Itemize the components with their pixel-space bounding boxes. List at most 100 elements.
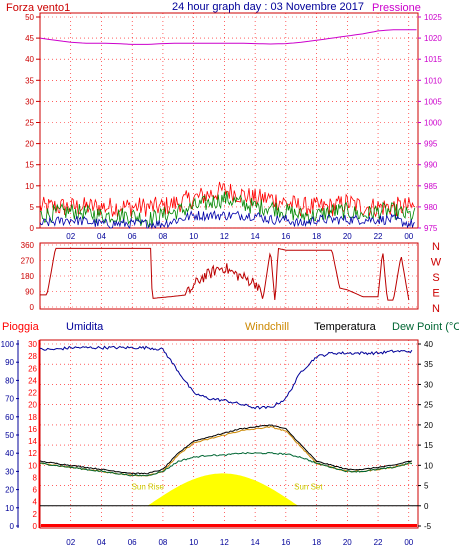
- panel2-left-ticks: 0 90 180 270 360: [21, 241, 35, 312]
- temperature-line: [39, 424, 413, 475]
- right-tick-label: 1010: [424, 76, 442, 85]
- rain-tick-label: 12: [28, 449, 37, 458]
- dir-tick-label: 0: [30, 303, 35, 312]
- panel1-border: [39, 12, 419, 229]
- temp-tick-label: 35: [424, 360, 433, 369]
- panel1-left-ticks: 0 5 10 15 20 25 30 35 40 45 50: [25, 13, 40, 233]
- left-tick-label: 50: [25, 13, 34, 22]
- humidity-tick-label: 10: [5, 504, 14, 513]
- panel1-x-ticks: 02 04 06 08 10 12 14 16 18 20 22 00: [66, 232, 413, 241]
- panel2-grid: [40, 243, 418, 309]
- wind-speed-line: [39, 191, 416, 228]
- chart-title: 24 hour graph day : 03 Novembre 2017: [172, 1, 364, 13]
- dewpoint-label: Dew Point (°C: [392, 321, 459, 333]
- x-tick-label: 22: [374, 538, 383, 547]
- panel1-right-ticks: 975 980 985 990 995 1000 1005 1010 1015 1020 1025: [418, 13, 442, 233]
- pioggia-label: Pioggia: [2, 321, 40, 333]
- rain-tick-label: 8: [33, 473, 38, 482]
- sun-area: [147, 473, 299, 506]
- rain-tick-label: 2: [33, 510, 38, 519]
- left-tick-label: 25: [25, 119, 34, 128]
- dir-tick-label: 90: [25, 288, 34, 297]
- direction-line: [40, 247, 410, 301]
- rain-tick-label: 14: [28, 437, 37, 446]
- x-tick-label: 18: [312, 232, 321, 241]
- x-tick-label: 16: [281, 232, 290, 241]
- x-tick-label: 00: [404, 538, 413, 547]
- left-tick-label: 0: [30, 224, 35, 233]
- humidity-tick-label: 80: [5, 376, 14, 385]
- temp-tick-label: 0: [424, 502, 429, 511]
- temp-tick-label: 30: [424, 380, 433, 389]
- rain-tick-label: 20: [28, 401, 37, 410]
- temp-tick-label: 15: [424, 441, 433, 450]
- x-tick-label: 00: [404, 232, 413, 241]
- right-tick-label: 990: [424, 161, 438, 170]
- temp-tick-label: -5: [424, 522, 432, 531]
- compass-label: N: [432, 241, 440, 253]
- umidita-label: Umidita: [66, 321, 104, 333]
- x-tick-label: 22: [374, 232, 383, 241]
- rain-tick-label: 28: [28, 352, 37, 361]
- rain-tick-label: 24: [28, 376, 37, 385]
- humidity-tick-label: 100: [1, 340, 15, 349]
- x-tick-label: 20: [343, 538, 352, 547]
- humidity-ticks: 0 10 20 30 40 50 60 70 80 90 100: [1, 340, 19, 531]
- x-tick-label: 04: [97, 538, 106, 547]
- wind-avg-line: [39, 210, 416, 230]
- left-tick-label: 5: [30, 203, 35, 212]
- sunrise-label: Sun Rise: [132, 483, 165, 492]
- x-tick-label: 06: [128, 538, 137, 547]
- humidity-tick-label: 0: [10, 522, 15, 531]
- wind-series: [39, 181, 416, 230]
- rain-tick-label: 0: [33, 522, 38, 531]
- right-tick-label: 1015: [424, 55, 442, 64]
- right-tick-label: 1000: [424, 119, 442, 128]
- x-tick-label: 14: [251, 538, 260, 547]
- humidity-line: [39, 345, 413, 410]
- x-tick-label: 10: [189, 538, 198, 547]
- rain-tick-label: 18: [28, 413, 37, 422]
- temp-tick-label: 20: [424, 421, 433, 430]
- compass-label: S: [432, 272, 439, 284]
- x-tick-label: 12: [220, 232, 229, 241]
- pressione-label: Pressione: [372, 2, 421, 14]
- temp-tick-label: 25: [424, 401, 433, 410]
- rain-tick-label: 30: [28, 340, 37, 349]
- compass-label: W: [431, 257, 442, 269]
- left-tick-label: 30: [25, 97, 34, 106]
- rain-tick-label: 26: [28, 364, 37, 373]
- panel3-x-ticks: 02 04 06 08 10 12 14 16 18 20 22 00: [66, 538, 413, 547]
- left-tick-label: 15: [25, 161, 34, 170]
- rain-tick-label: 22: [28, 389, 37, 398]
- humidity-tick-label: 30: [5, 467, 14, 476]
- temp-tick-label: 10: [424, 461, 433, 470]
- right-tick-label: 995: [424, 140, 438, 149]
- sunset-label: Sun Set: [294, 483, 323, 492]
- x-tick-label: 14: [251, 232, 260, 241]
- x-tick-label: 04: [97, 232, 106, 241]
- left-tick-label: 35: [25, 76, 34, 85]
- right-tick-label: 1025: [424, 13, 442, 22]
- x-tick-label: 18: [312, 538, 321, 547]
- temp-tick-label: 40: [424, 340, 433, 349]
- right-tick-label: 985: [424, 182, 438, 191]
- right-tick-label: 975: [424, 224, 438, 233]
- rain-tick-label: 10: [28, 461, 37, 470]
- right-tick-label: 1020: [424, 34, 442, 43]
- humidity-tick-label: 70: [5, 395, 14, 404]
- panel3-border: [39, 339, 419, 529]
- dewpoint-line: [39, 451, 413, 477]
- compass-label: E: [432, 288, 439, 300]
- forza-vento-label: Forza vento1: [6, 2, 70, 14]
- x-tick-label: 02: [66, 538, 75, 547]
- wind-gust-line: [39, 181, 416, 218]
- x-tick-label: 08: [158, 538, 167, 547]
- humidity-tick-label: 20: [5, 486, 14, 495]
- left-tick-label: 45: [25, 34, 34, 43]
- x-tick-label: 16: [281, 538, 290, 547]
